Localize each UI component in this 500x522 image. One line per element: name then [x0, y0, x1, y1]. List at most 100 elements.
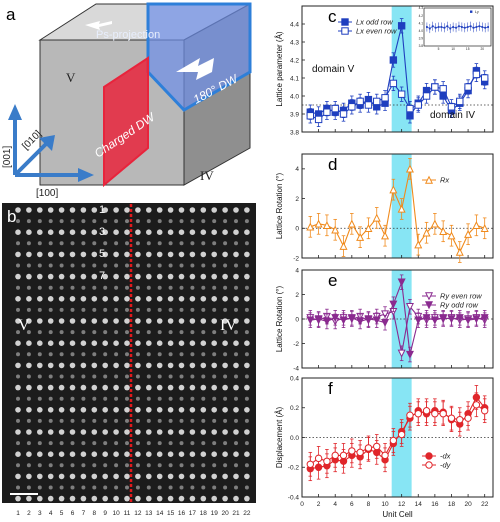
- atom-column: [211, 407, 217, 413]
- atom-column: [223, 418, 228, 423]
- atom-column: [37, 241, 42, 246]
- atom-column: [69, 384, 76, 391]
- atom-column: [91, 318, 98, 324]
- atom-column: [102, 273, 108, 280]
- atom-column: [47, 384, 54, 391]
- atom-column: [135, 418, 140, 423]
- atom-column: [113, 473, 119, 480]
- atom-column: [26, 273, 32, 280]
- inset-point: [455, 26, 457, 29]
- atom-column: [135, 473, 141, 480]
- atom-column: [167, 207, 174, 213]
- atom-column: [178, 384, 185, 391]
- y-tick-label: 0.0: [290, 435, 299, 442]
- panel-label-b: b: [7, 207, 16, 226]
- atom-column: [156, 384, 163, 391]
- atom-column: [190, 463, 195, 468]
- data-point: [447, 315, 456, 324]
- atom-column: [135, 384, 141, 391]
- data-point: [306, 316, 315, 325]
- data-point: [464, 316, 473, 325]
- inset-y-tick-label: 4.3: [419, 6, 424, 10]
- atom-column: [125, 396, 129, 401]
- atom-column: [59, 374, 64, 379]
- atom-column: [81, 463, 86, 468]
- atom-column: [80, 296, 87, 302]
- atom-column: [125, 418, 129, 423]
- atom-column: [103, 374, 108, 379]
- inset-point: [487, 26, 489, 28]
- atom-column: [190, 485, 195, 490]
- atom-column: [91, 207, 98, 213]
- atom-column: [91, 251, 98, 258]
- atom-column: [234, 485, 238, 490]
- atom-column: [114, 463, 119, 468]
- atom-column: [102, 296, 108, 302]
- atom-column: [135, 352, 140, 357]
- panel-label-d: d: [328, 155, 337, 174]
- atom-column: [91, 429, 98, 435]
- x-tick-label: 22: [481, 501, 489, 508]
- atom-column: [102, 251, 108, 258]
- atom-column: [37, 463, 42, 468]
- atom-column: [211, 495, 217, 502]
- x-tick-label: 10: [381, 501, 389, 508]
- x-tick-label: 16: [431, 501, 439, 508]
- atom-column: [178, 451, 185, 458]
- atom-column: [212, 485, 217, 490]
- data-point: [405, 164, 414, 173]
- data-point: [373, 442, 381, 451]
- y-tick-label: 3.8: [290, 129, 299, 136]
- atom-column: [58, 407, 65, 413]
- atom-column: [146, 207, 152, 213]
- column-number: 13: [145, 510, 153, 517]
- atom-column: [244, 384, 250, 391]
- atom-column: [167, 296, 174, 302]
- data-point: [414, 316, 423, 325]
- atom-column: [156, 362, 163, 369]
- atom-column: [92, 219, 97, 224]
- legend: Rx: [422, 176, 449, 185]
- data-point: [381, 94, 389, 102]
- atom-column: [201, 330, 206, 335]
- atom-column: [233, 340, 239, 347]
- atom-column: [124, 296, 130, 302]
- atom-column: [178, 251, 185, 258]
- atom-column: [189, 362, 196, 369]
- atom-column: [156, 251, 163, 258]
- data-point: [397, 349, 406, 358]
- atom-column: [47, 407, 54, 413]
- atom-column: [135, 374, 140, 379]
- atom-column: [125, 374, 129, 379]
- atom-column: [103, 352, 108, 357]
- atom-column: [80, 273, 87, 280]
- atom-column: [16, 352, 20, 357]
- atom-column: [70, 219, 75, 224]
- inset-point: [478, 25, 481, 28]
- atom-column: [244, 285, 249, 290]
- column-number-labels: 1 2 3 4 5 6 7 8 9 10 11 12 13 14 15 16 17 18 19 20 21 22: [16, 510, 251, 517]
- inset-series-line: [426, 25, 489, 29]
- atom-column: [190, 307, 195, 312]
- atom-column: [91, 451, 98, 458]
- data-point: [323, 457, 331, 465]
- atom-column: [135, 229, 141, 235]
- series-line: [309, 404, 486, 465]
- data-point: [347, 219, 356, 228]
- atom-column: [58, 340, 65, 347]
- atom-column: [244, 263, 249, 268]
- atom-column: [47, 429, 54, 435]
- stem-domain-left: V: [18, 317, 30, 334]
- atom-column: [146, 263, 151, 268]
- atom-column: [103, 485, 108, 490]
- atom-column: [135, 263, 140, 268]
- atom-lattice: [15, 207, 250, 502]
- axis-001-label: [001]: [2, 146, 13, 168]
- atom-column: [80, 318, 87, 324]
- atom-column: [168, 463, 173, 468]
- atom-column: [81, 241, 86, 246]
- axis-010-arrowhead: [39, 135, 55, 151]
- atom-column: [47, 451, 54, 458]
- series-line: [310, 168, 485, 254]
- atom-column: [189, 473, 196, 480]
